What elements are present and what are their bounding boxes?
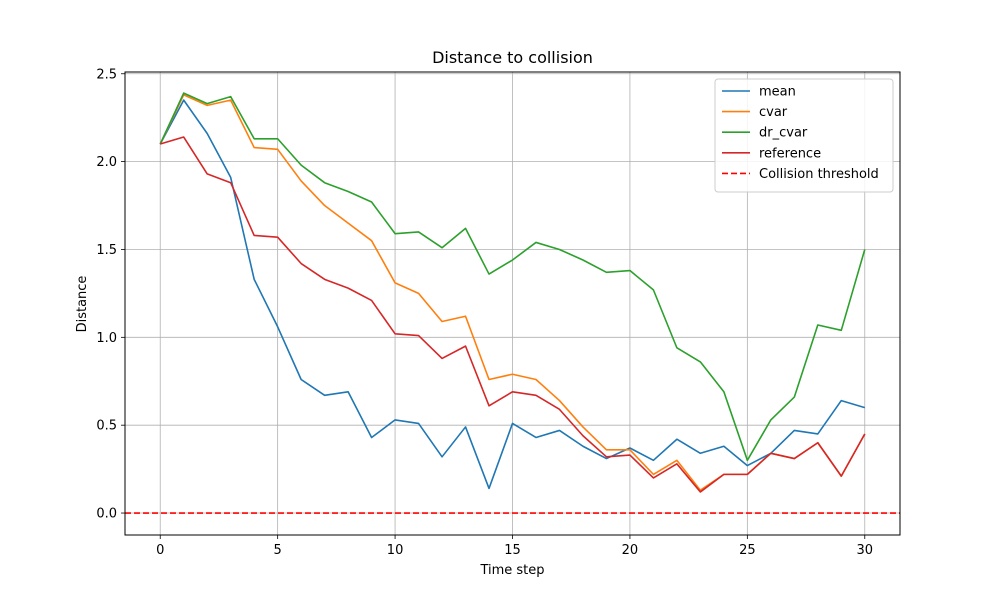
- y-tick-label: 1.5: [96, 243, 117, 258]
- series-line-reference: [160, 136, 866, 493]
- x-tick-label: 10: [387, 543, 404, 558]
- legend-label-collision-threshold: Collision threshold: [759, 167, 879, 182]
- legend-label-reference: reference: [759, 146, 821, 161]
- y-tick-label: 0.0: [96, 507, 117, 522]
- y-tick-label: 2.0: [96, 155, 117, 170]
- legend-box: [714, 78, 894, 193]
- y-tick-label: 1.0: [96, 331, 117, 346]
- y-axis-label: Distance: [75, 276, 90, 333]
- x-tick-label: 30: [856, 543, 873, 558]
- x-axis-label: Time step: [479, 563, 544, 578]
- legend-label-cvar: cvar: [759, 105, 788, 120]
- x-tick-label: 20: [622, 543, 639, 558]
- x-tick-label: 25: [739, 543, 756, 558]
- series-line-dr-cvar: [159, 92, 866, 462]
- x-tick-label: 0: [156, 543, 164, 558]
- legend: mean cvar dr_cvar reference Collision thresh…: [714, 78, 894, 193]
- y-axis-ticks: 0.0 0.5 1.0 1.5 2.0 2.5: [96, 67, 125, 522]
- chart-title: Distance to collision: [432, 48, 593, 67]
- x-tick-label: 5: [274, 543, 282, 558]
- x-axis-ticks: 0 5 10 15 20 25 30: [156, 535, 873, 558]
- y-tick-label: 0.5: [96, 419, 117, 434]
- x-tick-label: 15: [504, 543, 521, 558]
- legend-label-mean: mean: [759, 85, 796, 100]
- series-line-mean: [159, 99, 865, 490]
- legend-label-dr-cvar: dr_cvar: [759, 126, 808, 141]
- series-lines: [125, 92, 900, 514]
- y-tick-label: 2.5: [96, 67, 117, 82]
